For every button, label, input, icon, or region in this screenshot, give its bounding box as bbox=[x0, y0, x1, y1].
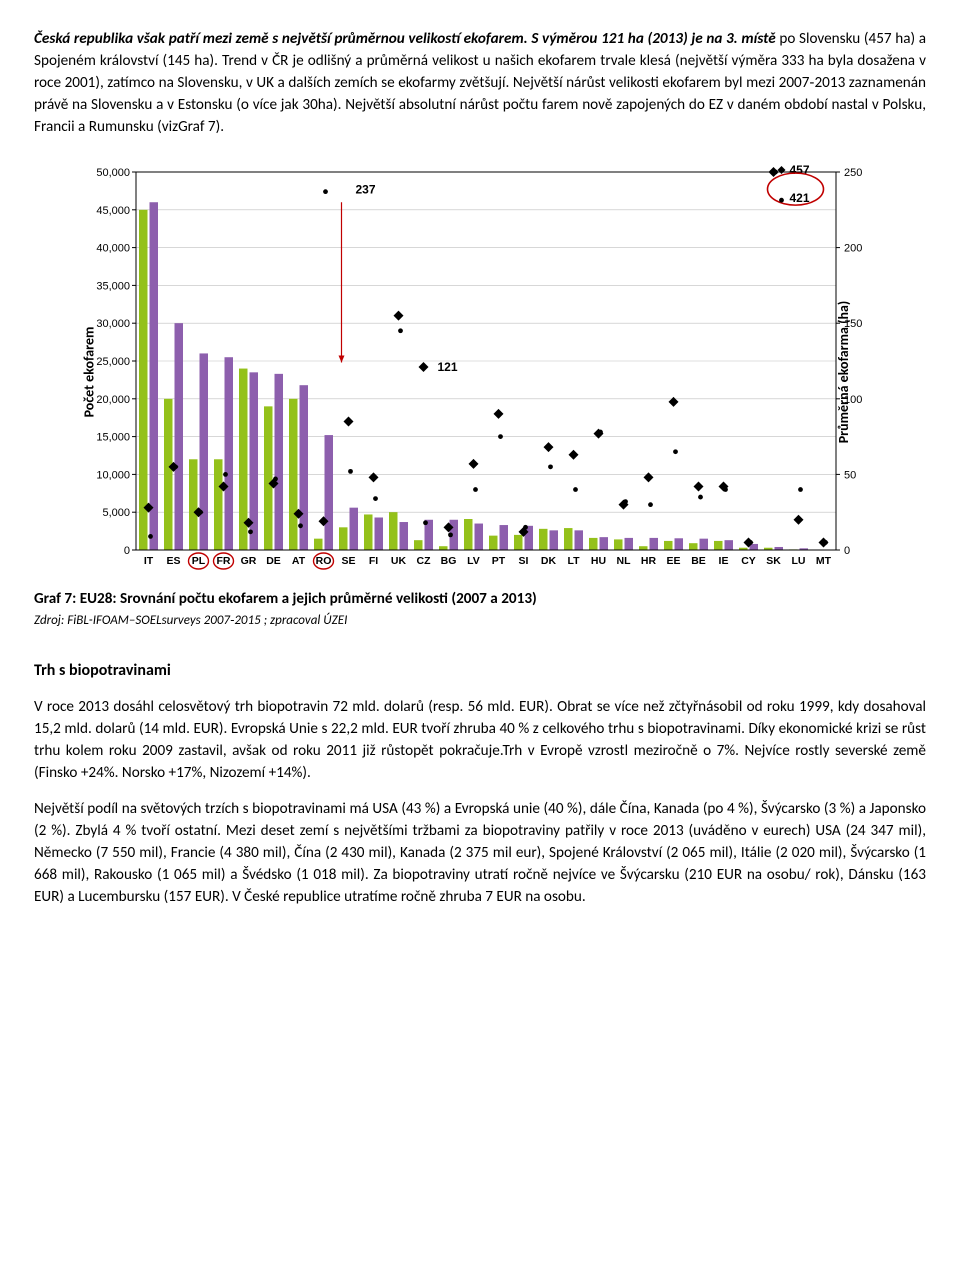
svg-text:BG: BG bbox=[441, 555, 457, 567]
svg-text:LT: LT bbox=[567, 555, 580, 567]
svg-text:BE: BE bbox=[691, 555, 706, 567]
svg-text:CZ: CZ bbox=[417, 555, 432, 567]
svg-text:FI: FI bbox=[369, 555, 378, 567]
svg-text:UK: UK bbox=[391, 555, 407, 567]
svg-text:250: 250 bbox=[844, 167, 862, 179]
svg-text:CY: CY bbox=[741, 555, 756, 567]
para1-lead: Česká republika však patří mezi země s n… bbox=[34, 30, 776, 48]
svg-text:DK: DK bbox=[541, 555, 557, 567]
svg-text:ES: ES bbox=[166, 555, 180, 567]
chart-graf-7: Počet ekofarem Průměrná ekofarma (ha) 0 5… bbox=[80, 162, 880, 582]
svg-text:IE: IE bbox=[719, 555, 729, 567]
svg-text:SK: SK bbox=[766, 555, 781, 567]
svg-text:IT: IT bbox=[144, 555, 154, 567]
svg-text:50: 50 bbox=[844, 470, 856, 482]
svg-text:HR: HR bbox=[641, 555, 657, 567]
chart-caption: Graf 7: EU28: Srovnání počtu ekofarem a … bbox=[34, 588, 926, 610]
svg-text:LU: LU bbox=[792, 555, 806, 567]
svg-text:AT: AT bbox=[292, 555, 306, 567]
section-title: Trh s biopotravinami bbox=[34, 659, 926, 682]
svg-text:DE: DE bbox=[266, 555, 281, 567]
svg-text:EE: EE bbox=[666, 555, 680, 567]
paragraph-3: Největší podíl na světových trzích s bio… bbox=[34, 798, 926, 908]
svg-text:20,000: 20,000 bbox=[96, 394, 130, 406]
svg-text:FR: FR bbox=[217, 555, 231, 567]
svg-text:NL: NL bbox=[617, 555, 632, 567]
svg-text:30,000: 30,000 bbox=[96, 318, 130, 330]
chart-source: Zdroj: FiBL-IFOAM–SOELsurveys 2007‑2015 … bbox=[34, 612, 926, 631]
svg-text:40,000: 40,000 bbox=[96, 243, 130, 255]
svg-text:5,000: 5,000 bbox=[102, 507, 130, 519]
svg-text:15,000: 15,000 bbox=[96, 432, 130, 444]
svg-text:GR: GR bbox=[241, 555, 257, 567]
svg-text:RO: RO bbox=[316, 555, 332, 567]
svg-text:50,000: 50,000 bbox=[96, 167, 130, 179]
svg-text:25,000: 25,000 bbox=[96, 356, 130, 368]
chart-svg: 0 5,000 10,000 15,000 20,000 25,000 30,000 35,0… bbox=[80, 162, 880, 582]
svg-text:45,000: 45,000 bbox=[96, 205, 130, 217]
svg-text:SI: SI bbox=[519, 555, 529, 567]
svg-text:121: 121 bbox=[438, 360, 458, 374]
y-axis-right-label: Průměrná ekofarma (ha) bbox=[835, 301, 855, 444]
paragraph-2: V roce 2013 dosáhl celosvětový trh biopo… bbox=[34, 696, 926, 784]
svg-text:PL: PL bbox=[192, 555, 206, 567]
svg-text:0: 0 bbox=[124, 545, 130, 557]
svg-text:SE: SE bbox=[341, 555, 355, 567]
paragraph-1: Česká republika však patří mezi země s n… bbox=[34, 28, 926, 138]
svg-text:HU: HU bbox=[591, 555, 606, 567]
svg-text:PT: PT bbox=[492, 555, 506, 567]
svg-text:MT: MT bbox=[816, 555, 832, 567]
svg-text:35,000: 35,000 bbox=[96, 281, 130, 293]
y-axis-left-label: Počet ekofarem bbox=[79, 327, 99, 418]
svg-text:200: 200 bbox=[844, 243, 862, 255]
svg-text:LV: LV bbox=[467, 555, 480, 567]
svg-text:10,000: 10,000 bbox=[96, 470, 130, 482]
svg-text:237: 237 bbox=[356, 183, 376, 197]
svg-text:0: 0 bbox=[844, 545, 850, 557]
